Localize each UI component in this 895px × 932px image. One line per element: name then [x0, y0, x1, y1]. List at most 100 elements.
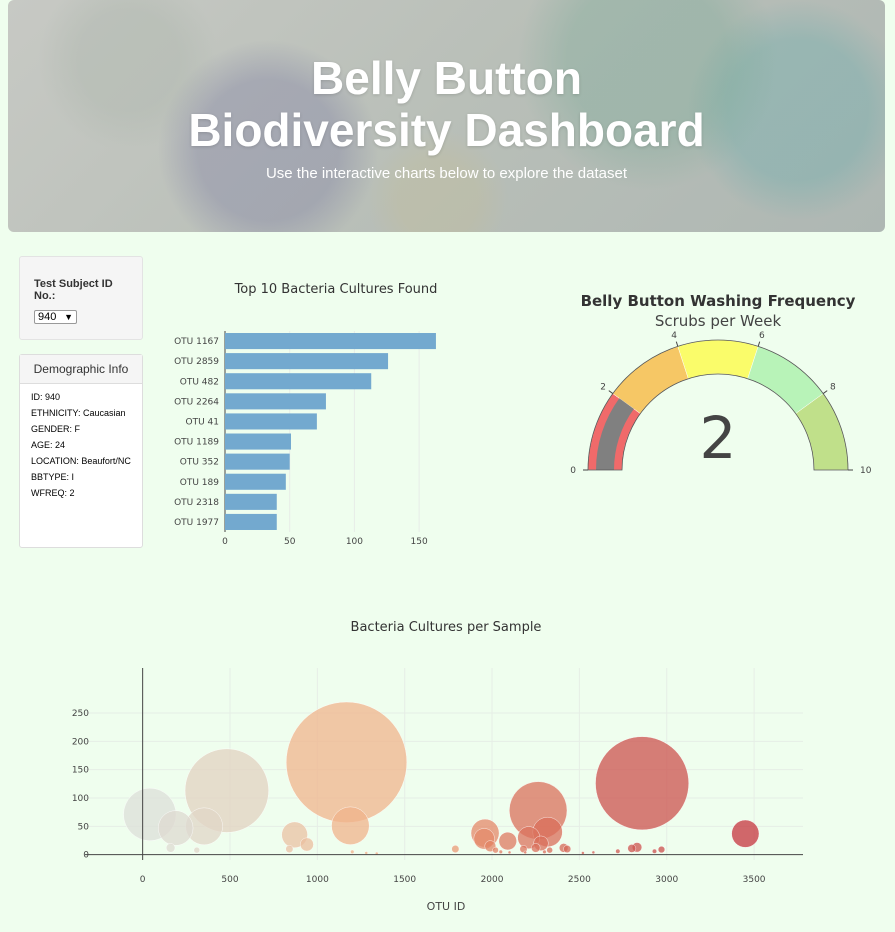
gauge-outline [587, 339, 849, 471]
bubble-point [492, 846, 499, 854]
demo-gender: GENDER: F [31, 424, 81, 434]
bubble-point [364, 851, 368, 855]
gauge-subtitle: Scrubs per Week [655, 312, 782, 330]
bubble-point [591, 850, 596, 855]
bubble-point [286, 701, 408, 823]
bubble-point [158, 810, 194, 846]
bubble-ytick-label: 50 [78, 822, 90, 832]
demographic-panel-heading: Demographic Info [20, 355, 142, 384]
gauge-tick [608, 390, 614, 394]
bar [225, 433, 291, 450]
bar-category-label: OTU 1189 [174, 438, 219, 448]
bubble-point [627, 844, 637, 853]
bubble-point [731, 819, 760, 848]
bubble-point [532, 817, 563, 848]
gauge-tick-label: 2 [600, 383, 606, 393]
bubble-point [519, 845, 528, 853]
bubble-point [281, 821, 308, 848]
hero-banner: Belly Button Biodiversity Dashboard Use … [8, 0, 885, 232]
bar-category-label: OTU 2859 [174, 357, 219, 367]
bubble-point [509, 781, 568, 840]
bar [225, 393, 326, 410]
demographic-panel-body: ID: 940 ETHNICITY: Caucasian GENDER: F A… [20, 384, 142, 498]
bubble-xtick-label: 1500 [393, 875, 416, 885]
bubble-ytick-label: 0 [83, 851, 89, 861]
bubble-point [285, 845, 294, 853]
bubble-point [563, 845, 572, 853]
bubble-point [484, 840, 497, 852]
gauge-band [677, 339, 759, 380]
gauge-band [612, 346, 689, 414]
bar [225, 513, 277, 530]
bar [225, 333, 436, 350]
bubble-point [517, 826, 541, 849]
gauge-tick [822, 390, 828, 394]
bubble-xtick-label: 500 [221, 875, 238, 885]
bubble-point [632, 842, 643, 853]
bubble-point [507, 850, 512, 855]
demo-age: AGE: 24 [31, 440, 66, 450]
gauge-tick-label: 0 [570, 466, 576, 476]
bubble-point [473, 828, 495, 850]
bar-category-label: OTU 41 [186, 417, 219, 427]
bubble-point [165, 843, 176, 853]
subject-id-selected: 940 [38, 311, 57, 323]
bubble-ytick-label: 150 [72, 766, 89, 776]
gauge-tick-label: 8 [830, 383, 836, 393]
gauge-tick [757, 341, 761, 347]
bubble-xtick-label: 3000 [655, 875, 678, 885]
bar-xtick-label: 100 [346, 537, 363, 547]
bubble-point [375, 851, 379, 856]
bubble-point [331, 806, 370, 845]
bubble-point [498, 831, 517, 851]
gauge-band [795, 393, 849, 471]
gauge-value-bar [596, 398, 634, 470]
page-title: Belly Button Biodiversity Dashboard [188, 52, 705, 156]
bar [225, 473, 286, 490]
bubble-point [546, 846, 553, 854]
bubble-xtick-label: 3500 [743, 875, 766, 885]
bubble-point [531, 843, 541, 853]
bubble-point [657, 846, 666, 854]
bubble-ytick-label: 100 [72, 794, 89, 804]
bar [225, 493, 277, 510]
bubble-point [498, 849, 503, 854]
bubble-point [595, 736, 689, 831]
gauge-tick-label: 6 [759, 331, 765, 341]
demo-id: ID: 940 [31, 392, 61, 402]
gauge-band [587, 393, 641, 471]
bubble-xtick-label: 0 [140, 875, 146, 885]
bubble-point [615, 848, 621, 854]
demo-wfreq: WFREQ: 2 [31, 488, 75, 498]
bubble-point [185, 807, 223, 846]
bubble-xtick-label: 2000 [481, 875, 504, 885]
subject-id-dropdown[interactable]: 940 ▼ [34, 310, 77, 324]
bar [225, 453, 290, 470]
bar [225, 413, 317, 430]
bubble-point [652, 848, 657, 854]
bar-chart-title: Top 10 Bacteria Cultures Found [234, 282, 438, 297]
bubble-point [193, 846, 200, 854]
demo-location: LOCATION: Beaufort/NC [31, 456, 131, 466]
chevron-down-icon: ▼ [64, 312, 73, 322]
bar-xtick-label: 50 [284, 537, 296, 547]
demographic-panel: Demographic Info ID: 940 ETHNICITY: Cauc… [19, 354, 143, 548]
bubble-point [350, 849, 355, 854]
bubble-point [123, 787, 177, 841]
gauge-tick-label: 4 [671, 331, 677, 341]
bar-xtick-label: 150 [411, 537, 428, 547]
subject-selector-label: Test Subject ID No.: [34, 278, 113, 302]
bubble-point [523, 850, 527, 855]
bar-category-label: OTU 189 [180, 478, 219, 488]
bubble-point [533, 835, 549, 851]
bar [225, 353, 389, 370]
subject-selector-well: Test Subject ID No.: 940 ▼ [19, 256, 143, 340]
bubble-chart-title: Bacteria Cultures per Sample [351, 620, 542, 635]
bubble-point [581, 851, 585, 855]
bubble-chart-xlabel: OTU ID [427, 900, 466, 913]
page-subtitle: Use the interactive charts below to expl… [265, 165, 628, 182]
bubble-point [470, 818, 500, 848]
bubble-xtick-label: 1000 [306, 875, 329, 885]
gauge-band [747, 346, 824, 414]
bar-category-label: OTU 2318 [174, 498, 219, 508]
